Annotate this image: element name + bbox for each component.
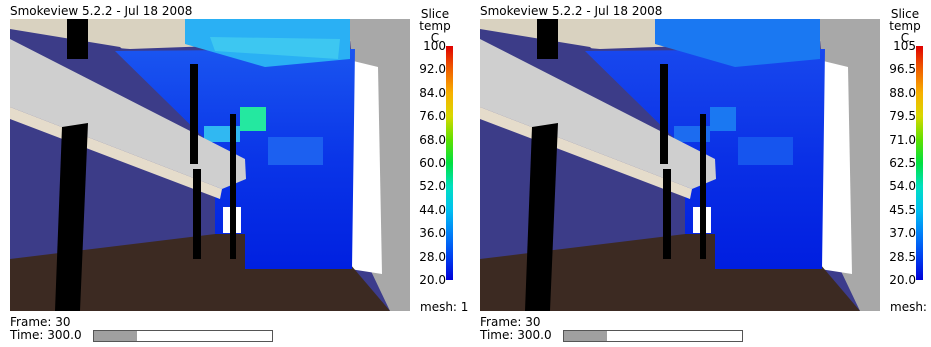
time-progress-bar[interactable]: [563, 330, 743, 342]
colorbar-tick-label: 60.0: [419, 156, 446, 170]
colorbar-tick-label: 54.0: [889, 179, 916, 194]
colorbar-tick-labels: 105 96.5 88.0 79.5 71.0 62.5 54.0 45.5 37.0 28.5 2…: [882, 40, 916, 286]
scene-viewport[interactable]: [480, 19, 880, 311]
scene-viewport[interactable]: [10, 19, 410, 311]
smokeview-panel-left: Smokeview 5.2.2 - Jul 18 2008: [10, 4, 469, 342]
colorbar-tick-label: 37.0: [889, 226, 916, 241]
colorbar-tick-label: 44.0: [419, 202, 446, 217]
colorbar-tick-label: 96.5: [889, 62, 916, 77]
colorbar-tick-label: 28.0: [419, 249, 446, 264]
mesh-label: mesh: 1: [420, 300, 469, 314]
window-title: Smokeview 5.2.2 - Jul 18 2008: [10, 4, 193, 18]
colorbar-tick-label: 100: [423, 39, 446, 53]
colorbar-tick-label: 45.5: [889, 202, 916, 217]
colorbar-tick-label: 88.0: [889, 85, 916, 100]
time-progress-fill: [94, 331, 137, 341]
frame-label: Frame: 30: [10, 315, 71, 329]
colorbar-tick-label: 84.0: [419, 85, 446, 100]
colorbar-tick-label: 20.0: [889, 273, 916, 287]
colorbar-tick-label: 76.0: [419, 109, 446, 124]
colorbar-tick-label: 20.0: [419, 273, 446, 287]
time-label: Time: 300.0: [480, 328, 552, 342]
colorbar: [446, 46, 453, 280]
smokeview-panel-right: Smokeview 5.2.2 - Jul 18 2008: [470, 0, 931, 347]
colorbar-title: Slice temp C: [889, 7, 921, 45]
colorbar-tick-label: 105: [893, 39, 916, 53]
frame-time-readout: Frame: 30 Time: 300.0: [10, 316, 82, 342]
colorbar-tick-label: 71.0: [889, 132, 916, 147]
colorbar-tick-label: 28.5: [889, 249, 916, 264]
window-title: Smokeview 5.2.2 - Jul 18 2008: [480, 4, 663, 18]
colorbar-tick-label: 68.0: [419, 132, 446, 147]
time-label: Time: 300.0: [10, 328, 82, 342]
frame-label: Frame: 30: [480, 315, 541, 329]
colorbar-tick-label: 79.5: [889, 109, 916, 124]
colorbar-title: Slice temp C: [419, 7, 451, 45]
time-progress-fill: [564, 331, 607, 341]
colorbar: [916, 46, 923, 280]
colorbar-tick-label: 52.0: [419, 179, 446, 194]
colorbar-tick-label: 36.0: [419, 226, 446, 241]
frame-time-readout: Frame: 30 Time: 300.0: [480, 316, 552, 342]
colorbar-tick-label: 92.0: [419, 62, 446, 77]
colorbar-tick-label: 62.5: [889, 156, 916, 170]
colorbar-tick-labels: 100 92.0 84.0 76.0 68.0 60.0 52.0 44.0 36.0 28.0 2…: [412, 40, 446, 286]
time-progress-bar[interactable]: [93, 330, 273, 342]
mesh-label: mesh: 1: [890, 300, 931, 314]
